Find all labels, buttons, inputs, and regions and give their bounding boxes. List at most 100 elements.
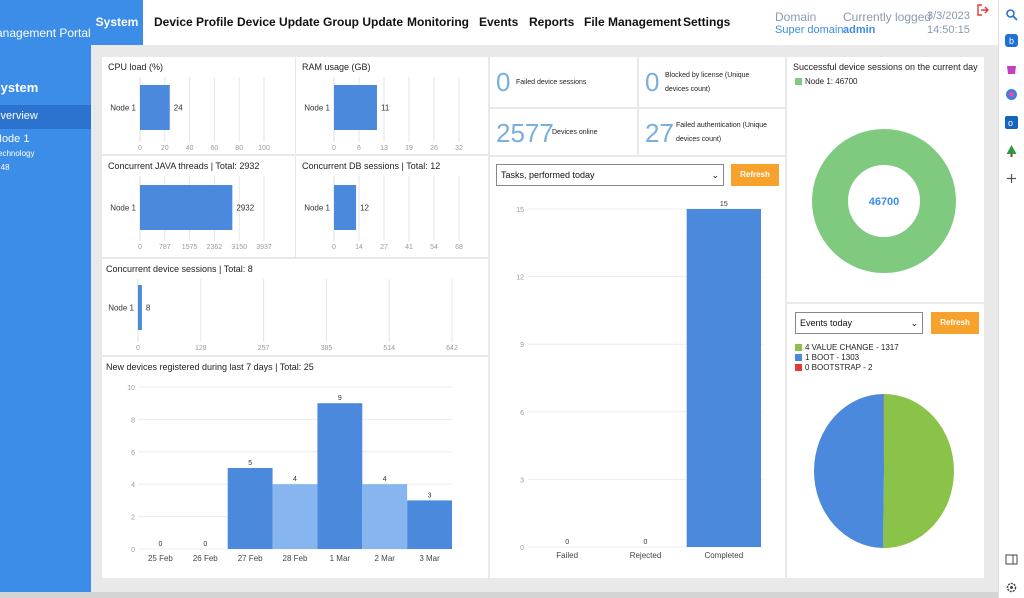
tasks-refresh-button[interactable]: Refresh xyxy=(731,164,779,186)
sidebar-item-overview[interactable]: Overview xyxy=(0,105,91,129)
tick-label: 0 xyxy=(332,145,336,152)
cpu-load-title: CPU load (%) xyxy=(108,62,164,72)
x-tick-label: 2 Mar xyxy=(374,554,395,563)
bar-value-label: 12 xyxy=(360,204,369,213)
ram-usage-title: RAM usage (GB) xyxy=(302,62,371,72)
search-icon[interactable] xyxy=(1005,8,1018,21)
nav-tab-group-update[interactable]: Group Update xyxy=(323,15,403,29)
y-tick-label: 3 xyxy=(520,477,524,484)
events-select[interactable]: Events today ⌄ xyxy=(795,312,923,334)
y-tick-label: 0 xyxy=(131,547,135,554)
tick-label: 385 xyxy=(321,345,333,352)
nav-tab-reports[interactable]: Reports xyxy=(529,15,575,29)
chevron-down-icon: ⌄ xyxy=(711,170,719,180)
tick-label: 128 xyxy=(195,345,207,352)
events-panel: Events today ⌄ Refresh 4 VALUE CHANGE - 1… xyxy=(787,304,984,578)
java-threads-title: Concurrent JAVA threads | Total: 2932 xyxy=(108,161,260,171)
user-value[interactable]: admin xyxy=(843,24,876,36)
bar-value-label: 15 xyxy=(720,201,728,208)
tree-icon[interactable] xyxy=(1005,144,1018,157)
x-tick-label: 1 Mar xyxy=(330,554,351,563)
outlook-icon[interactable]: o xyxy=(1005,116,1018,129)
bar xyxy=(140,185,233,230)
nav-tab-system[interactable]: System xyxy=(91,0,143,45)
copilot-icon[interactable] xyxy=(1005,88,1018,101)
stat-online-value: 2577 xyxy=(496,118,554,148)
cpu-chart: 0 20 40 60 80 100 Node 1 24 xyxy=(110,77,270,152)
x-tick-label: 3 Mar xyxy=(419,554,440,563)
tick-label: 54 xyxy=(430,244,438,251)
app-title: Management Portal xyxy=(0,26,91,40)
device-sessions-title: Concurrent device sessions | Total: 8 xyxy=(106,264,253,274)
tick-label: 1575 xyxy=(182,244,198,251)
svg-text:o: o xyxy=(1008,118,1013,128)
tick-label: 14 xyxy=(355,244,363,251)
domain-value[interactable]: Super domain xyxy=(775,24,844,36)
bar xyxy=(362,484,408,549)
db-chart: 0 14 27 41 54 68 Node 1 12 xyxy=(304,176,463,251)
devsess-chart: 0 128 257 385 514 642 Node 1 8 xyxy=(108,279,458,352)
events-legend-item: 4 VALUE CHANGE - 1317 xyxy=(795,343,899,352)
horizontal-scrollbar[interactable] xyxy=(0,592,998,598)
cpu-load-panel: CPU load (%) 0 20 40 60 80 100 Node 1 24 xyxy=(102,57,295,154)
bar xyxy=(686,209,761,547)
db-sessions-panel: Concurrent DB sessions | Total: 12 0 14 27… xyxy=(296,156,488,257)
tick-label: 0 xyxy=(332,244,336,251)
sidebar: System Overview Node 1 Technology 0.48 xyxy=(0,45,91,598)
settings-icon[interactable] xyxy=(1005,581,1018,594)
bar-value-label: 4 xyxy=(383,476,387,483)
x-tick-label: Rejected xyxy=(630,551,662,560)
nav-tab-settings[interactable]: Settings xyxy=(683,15,731,29)
y-tick-label: 0 xyxy=(520,545,524,552)
nav-tab-events[interactable]: Events xyxy=(479,15,519,29)
db-sessions-title: Concurrent DB sessions | Total: 12 xyxy=(302,161,441,171)
java-threads-panel: Concurrent JAVA threads | Total: 2932 0 7… xyxy=(102,156,295,257)
stat-failed-label: Failed device sessions xyxy=(516,79,587,86)
tick-label: 0 xyxy=(138,145,142,152)
x-tick-label: Failed xyxy=(556,551,578,560)
bar-value-label: 0 xyxy=(158,541,162,548)
tick-label: 20 xyxy=(161,145,169,152)
stat-blocked-license: 0 Blocked by license (Unique devices cou… xyxy=(639,57,785,107)
bar-value-label: 3 xyxy=(428,492,432,499)
shopping-icon[interactable] xyxy=(1005,62,1018,75)
bar-category-label: Node 1 xyxy=(304,204,330,213)
tick-label: 80 xyxy=(235,145,243,152)
legend-label: 0 BOOTSTRAP - 2 xyxy=(805,363,873,372)
y-tick-label: 6 xyxy=(131,450,135,457)
tasks-select[interactable]: Tasks, performed today ⌄ xyxy=(496,164,724,186)
nav-tab-device-profile[interactable]: Device Profile xyxy=(154,15,234,29)
tasks-panel: Tasks, performed today ⌄ Refresh 0 3 6 9 12 15… xyxy=(490,157,785,578)
ram-chart: 0 6 13 19 26 32 Node 1 11 xyxy=(304,77,463,152)
events-select-value: Events today xyxy=(800,318,853,328)
nav-tab-device-update[interactable]: Device Update xyxy=(237,15,320,29)
nav-tab-file-management[interactable]: File Management xyxy=(584,15,682,29)
tick-label: 68 xyxy=(455,244,463,251)
x-tick-label: 27 Feb xyxy=(238,554,263,563)
pie-slice xyxy=(882,394,955,548)
tick-label: 26 xyxy=(430,145,438,152)
bar xyxy=(334,85,377,130)
stat-online-label: Devices online xyxy=(552,129,598,136)
events-refresh-button[interactable]: Refresh xyxy=(931,312,979,334)
bing-icon[interactable]: b xyxy=(1005,34,1018,47)
successful-sessions-legend: Node 1: 46700 xyxy=(795,77,858,86)
successful-sessions-title: Successful device sessions on the curren… xyxy=(793,62,978,72)
bar-value-label: 9 xyxy=(338,395,342,402)
sidebar-item-node[interactable]: Node 1 xyxy=(0,133,30,145)
legend-node-label: Node 1: 46700 xyxy=(805,77,858,86)
new-devices-chart: 0 2 4 6 8 10 0 25 Feb 0 26 Feb 5 27 Feb 4 28 Feb 9 1 Ma… xyxy=(127,385,452,563)
tick-label: 19 xyxy=(405,145,413,152)
tick-label: 6 xyxy=(357,145,361,152)
bar-value-label: 4 xyxy=(293,476,297,483)
events-legend-item: 0 BOOTSTRAP - 2 xyxy=(795,363,872,372)
nav-tab-monitoring[interactable]: Monitoring xyxy=(407,15,469,29)
successful-sessions-panel: Successful device sessions on the curren… xyxy=(787,57,984,302)
bar-value-label: 0 xyxy=(565,539,569,546)
sidebar-toggle-icon[interactable] xyxy=(1005,553,1018,566)
sidebar-version: 0.48 xyxy=(0,163,10,172)
sidebar-item-label: Overview xyxy=(0,110,38,122)
logout-icon[interactable] xyxy=(977,4,989,16)
add-icon[interactable] xyxy=(1005,172,1018,185)
tick-label: 32 xyxy=(455,145,463,152)
